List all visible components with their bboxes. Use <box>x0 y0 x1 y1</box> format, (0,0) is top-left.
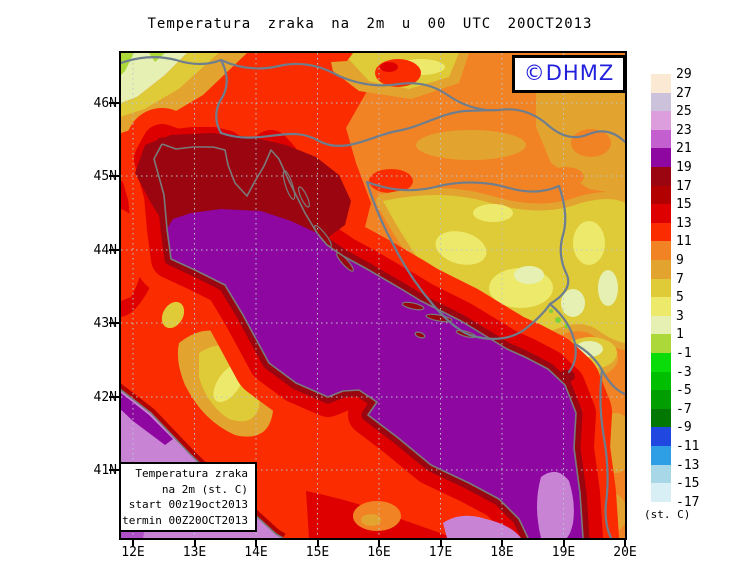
lat-tick-label: 45N <box>93 169 117 185</box>
colorbar-swatch <box>651 334 671 354</box>
colorbar-value-label: -17 <box>676 494 700 510</box>
lon-tick-mark <box>255 540 257 547</box>
colorbar-value-label: 3 <box>676 308 684 324</box>
info-line-4: termin 00Z20OCT2013 <box>122 513 248 527</box>
colorbar-value-label: 21 <box>676 141 692 157</box>
lon-tick-mark <box>439 540 442 547</box>
colorbar-swatch <box>651 278 671 298</box>
colorbar-swatch <box>651 297 671 316</box>
dalmatian-islands <box>282 170 477 339</box>
colorbar-value-label: 25 <box>676 104 692 120</box>
colorbar-value-label: -7 <box>676 401 692 417</box>
colorbar-swatch <box>651 222 671 242</box>
colorbar-swatch <box>651 148 671 168</box>
colorbar-swatch <box>651 371 671 391</box>
dhmz-watermark: ©DHMZ <box>512 55 626 93</box>
lon-tick-mark <box>624 540 626 547</box>
lon-tick-mark <box>132 540 134 547</box>
temperature-map <box>121 53 625 538</box>
colorbar-value-label: 1 <box>676 327 684 343</box>
colorbar-value-label: 23 <box>676 122 692 138</box>
lon-tick-label: 14E <box>244 545 268 560</box>
lat-tick-mark <box>109 469 119 471</box>
lon-tick-mark <box>378 540 380 547</box>
lon-tick-label: 13E <box>182 545 207 560</box>
north-adriatic-cool-patch <box>135 133 351 239</box>
page-title: Temperatura zraka na 2m u 00 UTC 20OCT20… <box>147 16 593 32</box>
lat-tick-label: 42N <box>93 389 117 405</box>
colorbar-swatch <box>651 446 671 465</box>
colorbar-value-label: -9 <box>676 420 692 436</box>
colorbar-value-label: 15 <box>676 197 692 213</box>
colorbar-swatch <box>651 92 671 112</box>
lat-tick-label: 46N <box>93 96 117 111</box>
colorbar-swatch <box>651 483 671 502</box>
colorbar-swatch <box>651 111 671 130</box>
colorbar-swatch <box>651 260 671 279</box>
lon-tick-label: 12E <box>121 545 145 560</box>
colorbar-value-label: -5 <box>676 383 692 399</box>
colorbar-swatch <box>651 353 671 372</box>
colorbar-value-label: 29 <box>676 67 692 82</box>
map-info-box: Temperatura zraka na 2m (st. C) start 00… <box>119 462 257 532</box>
colorbar-swatch <box>651 167 671 186</box>
colorbar-unit-label: (st. C) <box>644 508 691 521</box>
lon-tick-label: 18E <box>490 545 514 560</box>
graticule-gridlines <box>121 53 625 538</box>
colorbar-value-label: 5 <box>676 290 684 306</box>
colorbar-swatch <box>651 129 671 149</box>
lon-tick-label: 17E <box>428 545 453 560</box>
lon-tick-label: 20E <box>613 545 637 560</box>
country-borders <box>121 56 625 538</box>
lon-tick-mark <box>562 540 565 547</box>
info-line-2: na 2m (st. C) <box>161 482 248 496</box>
lat-tick-label: 43N <box>93 316 117 332</box>
colorbar-value-label: 17 <box>676 178 692 194</box>
lon-tick-label: 15E <box>305 545 330 560</box>
colorbar-value-label: -1 <box>676 346 692 361</box>
colorbar-swatch <box>651 204 671 223</box>
colorbar-swatch <box>651 464 671 484</box>
lat-tick-mark <box>109 248 119 251</box>
lon-tick-mark <box>501 540 503 547</box>
sea-21-23-area <box>167 209 583 538</box>
info-line-1: Temperatura zraka <box>135 467 248 480</box>
map-plot-area <box>119 51 627 540</box>
colorbar-value-label: -11 <box>676 439 700 454</box>
colorbar-value-label: 7 <box>676 271 684 287</box>
colorbar-value-label: 13 <box>676 215 692 231</box>
colorbar-value-label: 19 <box>676 160 692 175</box>
colorbar-value-label: 9 <box>676 253 684 268</box>
lat-tick-label: 41N <box>93 463 117 478</box>
lat-tick-mark <box>109 175 119 178</box>
lat-tick-label: 44N <box>93 242 117 258</box>
colorbar-value-label: 27 <box>676 85 692 101</box>
lat-tick-mark <box>109 395 119 398</box>
colorbar-swatch <box>651 390 671 409</box>
colorbar-swatch <box>651 408 671 428</box>
colorbar-value-label: -15 <box>676 476 700 492</box>
lon-tick-label: 19E <box>551 545 576 560</box>
colorbar-swatch <box>651 427 671 447</box>
lon-tick-mark <box>316 540 319 547</box>
lat-tick-mark <box>109 322 119 325</box>
colorbar-value-label: -3 <box>676 364 692 380</box>
colorbar-swatch <box>651 315 671 335</box>
colorbar-swatch <box>651 241 671 261</box>
lon-tick-label: 16E <box>367 545 391 560</box>
colorbar-value-label: -13 <box>676 457 700 473</box>
lon-tick-mark <box>193 540 196 547</box>
colorbar-swatch <box>651 185 671 205</box>
lat-tick-mark <box>109 102 119 104</box>
colorbar-swatch <box>651 74 671 93</box>
info-line-3: start 00z19oct2013 <box>128 498 248 511</box>
dhmz-label: ©DHMZ <box>523 61 615 85</box>
colorbar-value-label: 11 <box>676 234 692 250</box>
